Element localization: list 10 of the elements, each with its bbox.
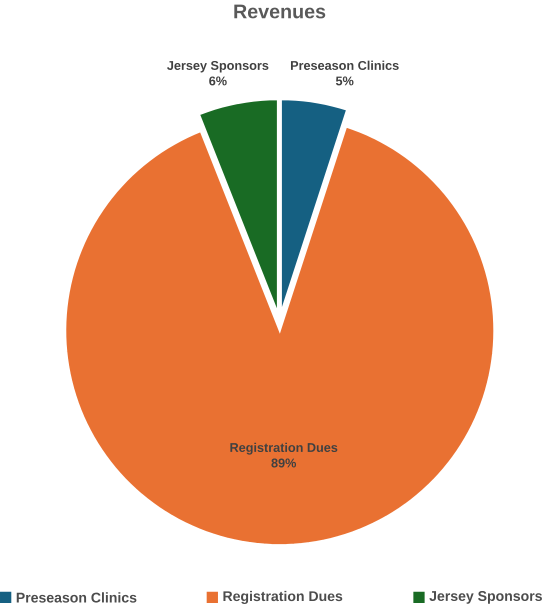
- slice-label: Registration Dues: [230, 442, 338, 455]
- legend-label: Registration Dues: [224, 590, 343, 604]
- chart-title: Revenues: [234, 4, 326, 18]
- slice-label: Jersey Sponsors: [167, 60, 269, 72]
- legend-label: Jersey Sponsors: [430, 591, 542, 604]
- data-label: 89%: [272, 458, 296, 468]
- data-label: 5%: [336, 76, 354, 86]
- data-label: 6%: [209, 76, 227, 86]
- legend-label: Preseason Clinics: [17, 592, 137, 603]
- slice-label: Preseason Clinics: [291, 60, 399, 70]
